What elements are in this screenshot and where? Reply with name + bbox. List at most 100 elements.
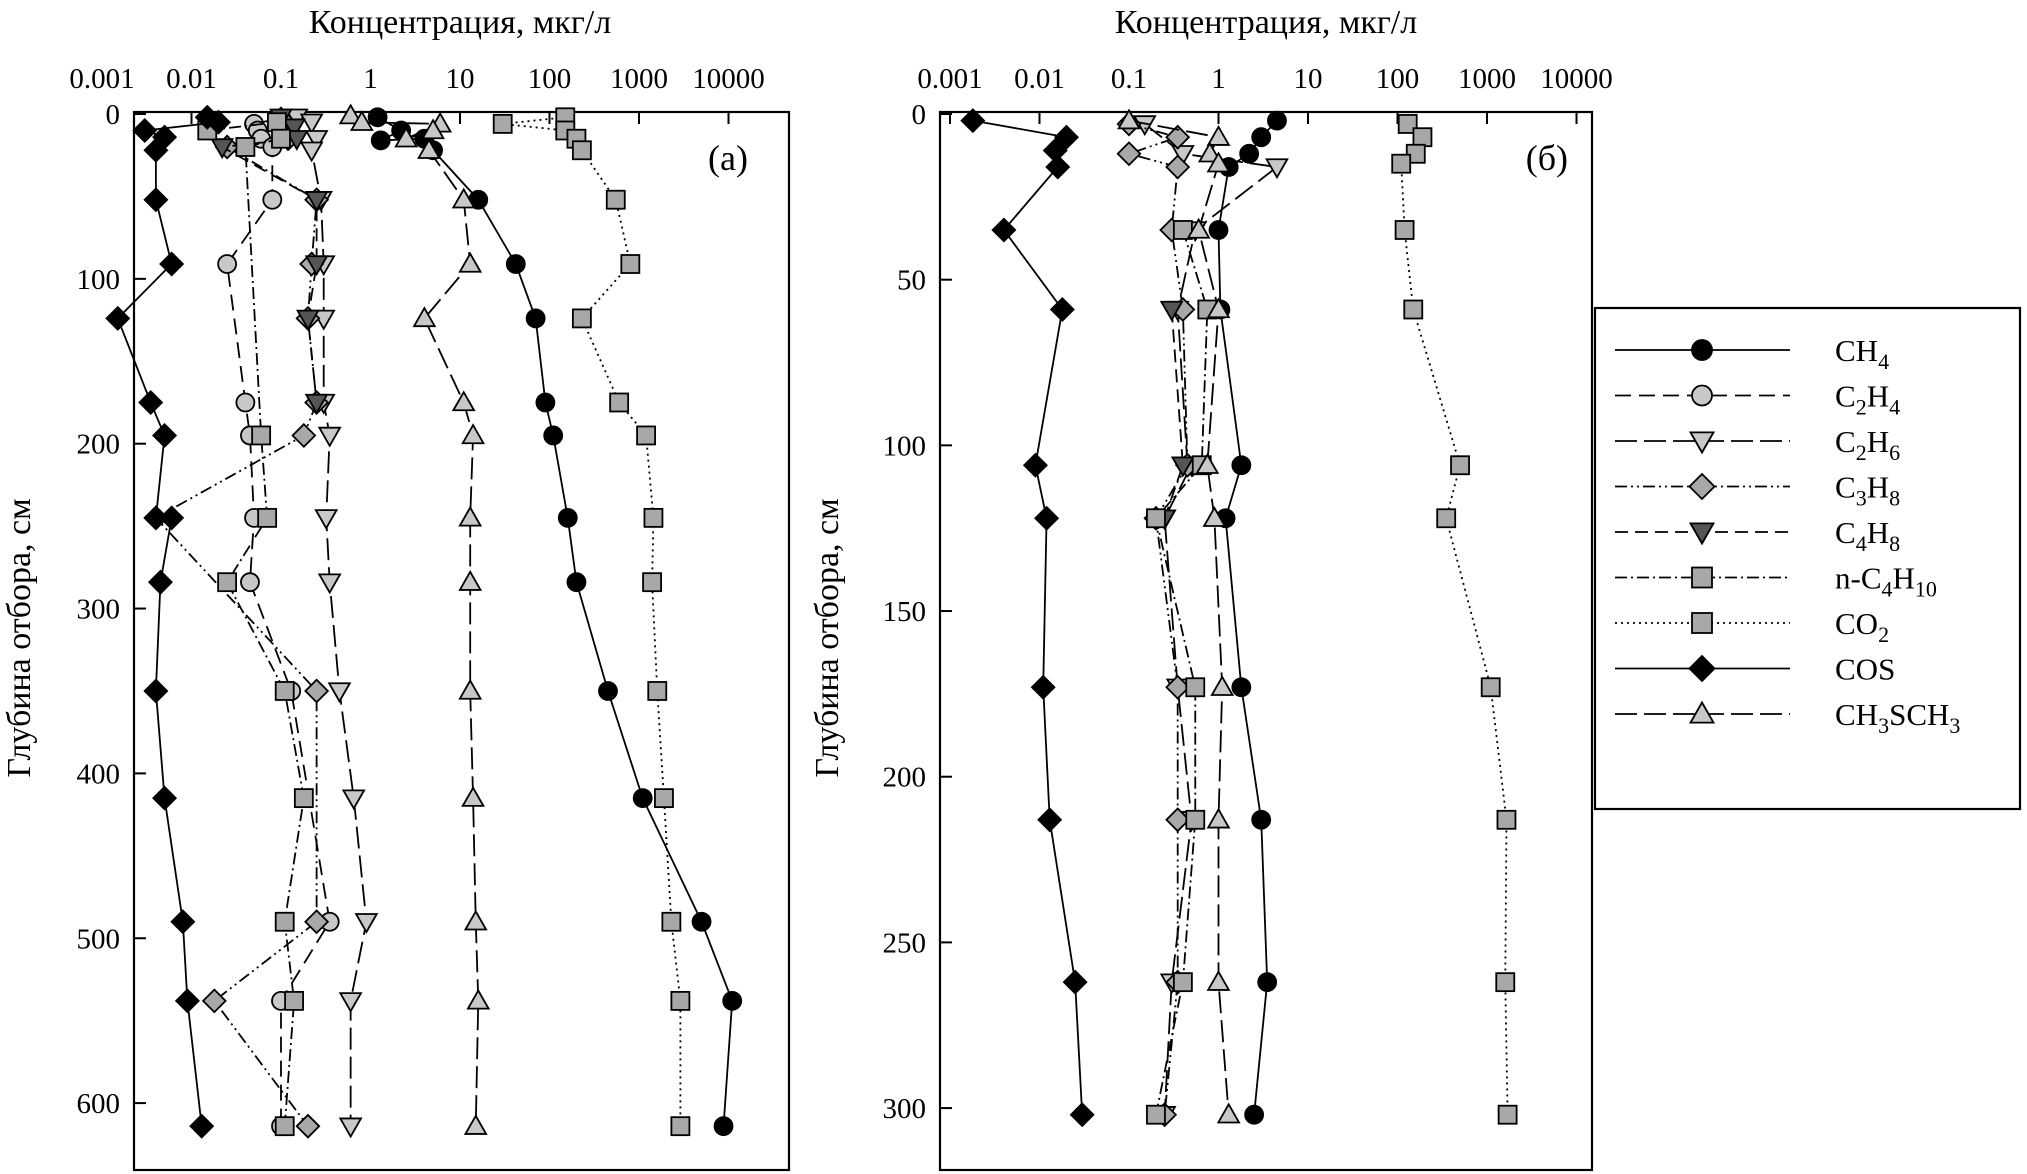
data-point-CH3SCH3	[1210, 675, 1235, 696]
data-point-COS	[1030, 674, 1056, 700]
panel-a: Концентрация, мкг/л Глубина отбора, см (…	[1, 4, 791, 1172]
data-point-nC4H10	[274, 911, 295, 932]
data-point-C3H8	[304, 909, 330, 935]
data-point-C4H8	[1159, 300, 1184, 322]
data-point-CH3SCH3	[458, 678, 483, 700]
x-tick-label: 10000	[692, 63, 765, 95]
legend-label-sub: 10	[1915, 577, 1937, 602]
data-point-COS	[159, 251, 185, 277]
data-point-CH4	[1267, 110, 1287, 131]
legend-label-sub: 2	[1878, 622, 1889, 647]
data-point-CH4	[1257, 972, 1278, 993]
data-point-CO2	[670, 1116, 691, 1137]
legend-label-text: SCH	[1889, 697, 1949, 732]
data-point-nC4H10	[274, 1116, 295, 1137]
y-tick-label: 400	[77, 758, 121, 790]
x-tick-label: 10000	[1540, 63, 1613, 95]
data-point-CH3SCH3	[451, 187, 476, 209]
data-point-CH3SCH3	[1206, 807, 1231, 829]
data-point-COS	[1049, 296, 1075, 323]
series-line-CH4	[377, 116, 734, 1127]
panel-b-frame	[938, 110, 1594, 1172]
data-point-COS	[1045, 154, 1071, 180]
series-CH3SCH3	[1117, 108, 1241, 1124]
data-point-COS	[205, 109, 231, 135]
data-point-CH3SCH3	[1206, 297, 1231, 319]
legend-label-text: H	[1867, 470, 1889, 505]
data-point-C3H8	[1165, 124, 1191, 150]
data-point-nC4H10	[271, 128, 291, 149]
data-point-COS	[170, 909, 196, 935]
data-point-C4H8	[304, 393, 329, 415]
data-point-CO2	[636, 425, 656, 446]
data-point-CO2	[571, 140, 592, 161]
legend-entry-nC4H10: n-C4​H10​	[1615, 561, 1937, 602]
data-point-COS	[1037, 807, 1063, 833]
series-line-CO2	[1400, 123, 1509, 1115]
data-point-CO2	[1495, 972, 1516, 993]
data-point-nC4H10	[284, 990, 304, 1011]
data-point-C2H6	[317, 426, 342, 448]
legend-label: C3​H8​	[1835, 470, 1900, 511]
y-tick-label: 200	[883, 762, 927, 794]
data-point-CH4	[713, 1116, 734, 1137]
legend-label: C4​H8​	[1835, 515, 1900, 556]
legend-entry-COS: COS	[1615, 652, 1895, 687]
data-point-nC4H10	[1146, 508, 1166, 529]
y-tick-label: 200	[77, 429, 121, 461]
data-point-COS	[138, 389, 164, 416]
data-point-COS	[1022, 452, 1048, 478]
y-tick-label: 0	[106, 99, 121, 131]
data-point-CO2	[642, 572, 662, 593]
data-point-CO2	[1403, 299, 1424, 320]
panel-b-ylabel: Глубина отбора, см	[809, 498, 846, 777]
series-C4H8	[1152, 300, 1195, 531]
data-point-CO2	[654, 788, 674, 809]
series-line-CH3SCH3	[1128, 119, 1230, 1115]
data-point-C2H4	[262, 189, 283, 210]
x-tick-label: 0.001	[69, 63, 134, 95]
data-point-nC4H10	[1185, 677, 1206, 698]
data-point-C3H8	[201, 988, 227, 1014]
data-point-C4H8	[304, 255, 329, 277]
data-point-CH4	[1208, 220, 1229, 240]
legend-label-text: n-C	[1835, 561, 1882, 596]
data-point-nC4H10	[1146, 1104, 1166, 1125]
legend-label-text: C	[1835, 515, 1856, 550]
legend-label-text: H	[1867, 379, 1889, 414]
legend-label-text: C	[1835, 424, 1856, 459]
legend-label-sub: 3	[1856, 486, 1867, 511]
legend-marker	[1688, 654, 1716, 683]
y-tick-label: 300	[77, 594, 121, 626]
data-point-nC4H10	[257, 507, 278, 528]
data-point-C4H8	[284, 130, 309, 151]
x-tick-label: 0.001	[917, 63, 982, 95]
data-point-CH4	[1251, 127, 1272, 148]
x-tick-label: 1000	[610, 63, 668, 95]
legend-marker	[1691, 384, 1713, 407]
data-point-COS	[152, 422, 178, 448]
data-point-CH3SCH3	[412, 306, 437, 328]
data-point-C2H6	[354, 913, 379, 934]
data-point-C3H8	[1165, 674, 1191, 700]
legend-entry-C4H8: C4​H8​	[1615, 515, 1900, 556]
data-point-CH3SCH3	[338, 103, 363, 125]
y-tick-label: 100	[883, 430, 927, 462]
series-nC4H10	[197, 112, 314, 1137]
data-point-COS	[189, 1113, 215, 1139]
legend: CH4​C2​H4​C2​H6​C3​H8​C4​H8​n-C4​H10​CO2…	[1593, 306, 2022, 811]
legend-entry-C3H8: C3​H8​	[1615, 470, 1900, 511]
data-point-CH3SCH3	[1206, 969, 1231, 991]
panel-a-label: (а)	[708, 138, 748, 178]
legend-marker	[1691, 612, 1713, 634]
data-point-COS	[143, 187, 169, 213]
data-point-CH3SCH3	[461, 423, 485, 445]
data-point-CO2	[643, 507, 664, 528]
data-point-C3H8	[291, 422, 317, 448]
data-point-COS	[1034, 505, 1060, 531]
data-point-CH4	[566, 572, 587, 593]
data-point-COS	[1053, 124, 1079, 150]
series-line-C4H8	[1163, 309, 1184, 519]
data-point-C3H8	[304, 678, 330, 704]
data-point-C4H8	[210, 138, 235, 160]
